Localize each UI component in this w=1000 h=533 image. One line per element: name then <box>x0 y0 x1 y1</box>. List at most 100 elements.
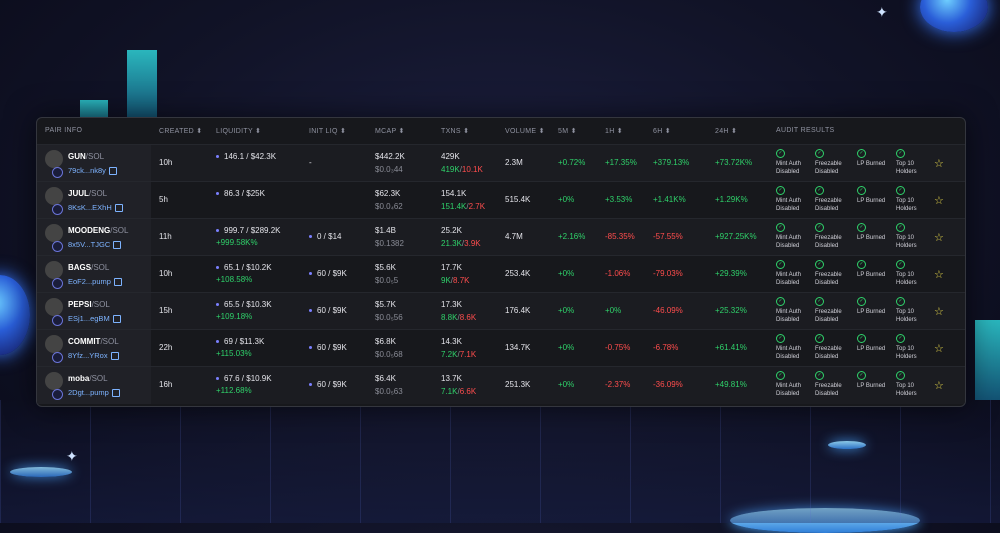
liquidity-value: 65.5 / $10.3K <box>216 300 272 309</box>
copy-icon[interactable] <box>111 389 120 398</box>
table-row[interactable]: GUN/SOL 79ck...nk8y 10h 146.1 / $42.3K -… <box>37 144 965 182</box>
check-icon: ✓ <box>815 334 824 343</box>
buys-sells: 7.2K/7.1K <box>441 350 477 359</box>
change-24h: +73.72K% <box>715 158 753 167</box>
star-icon[interactable]: ☆ <box>934 306 944 318</box>
pair-address[interactable]: ESj1...egBM <box>68 314 121 324</box>
col-mcap[interactable]: MCAP ⬍ <box>375 128 405 135</box>
token-price: $0.1382 <box>375 239 404 248</box>
star-icon[interactable]: ☆ <box>934 380 944 392</box>
copy-icon[interactable] <box>114 204 123 213</box>
pair-name[interactable]: MOODENG/SOL <box>68 226 129 235</box>
copy-icon[interactable] <box>113 278 122 287</box>
pair-name[interactable]: JUUL/SOL <box>68 189 108 198</box>
coin-icon <box>920 0 988 32</box>
col-txns[interactable]: TXNS ⬍ <box>441 128 470 135</box>
avatar <box>45 298 63 316</box>
init-liq-value: - <box>309 158 312 167</box>
change-5m: +2.16% <box>558 232 586 241</box>
pair-info-cell: PEPSI/SOL ESj1...egBM <box>37 293 151 330</box>
volume-value: 2.3M <box>505 158 523 167</box>
star-icon[interactable]: ☆ <box>934 269 944 281</box>
token-price: $0.0₅68 <box>375 350 403 359</box>
col-6h[interactable]: 6H ⬍ <box>653 128 671 135</box>
check-icon: ✓ <box>815 223 824 232</box>
check-icon: ✓ <box>776 186 785 195</box>
change-6h: -36.09% <box>653 380 683 389</box>
pair-address[interactable]: EoF2...pump <box>68 277 122 287</box>
col-24h[interactable]: 24H ⬍ <box>715 128 738 135</box>
liquidity-change: +112.68% <box>216 386 252 395</box>
table-row[interactable]: JUUL/SOL 8KsK...EXhH 5h 86.3 / $25K $62.… <box>37 181 965 219</box>
pair-name[interactable]: moba/SOL <box>68 374 108 383</box>
pair-address[interactable]: 8x5V...TJGC <box>68 240 122 250</box>
avatar <box>45 224 63 242</box>
mcap-value: $5.6K <box>375 263 396 272</box>
change-1h: -85.35% <box>605 232 635 241</box>
star-icon[interactable]: ☆ <box>934 195 944 207</box>
created-value: 15h <box>159 306 173 315</box>
pair-info-cell: JUUL/SOL 8KsK...EXhH <box>37 182 151 219</box>
col-volume[interactable]: VOLUME ⬍ <box>505 128 545 135</box>
init-liq-value: 60 / $9K <box>309 380 347 389</box>
audit-mint-auth: ✓ Mint Auth Disabled <box>776 334 802 360</box>
copy-icon[interactable] <box>108 167 117 176</box>
mcap-value: $1.4B <box>375 226 396 235</box>
check-icon: ✓ <box>896 371 905 380</box>
init-liq-value: 0 / $14 <box>309 232 341 241</box>
pair-name[interactable]: GUN/SOL <box>68 152 105 161</box>
coin-icon <box>10 467 72 477</box>
check-icon: ✓ <box>815 149 824 158</box>
star-icon[interactable]: ☆ <box>934 158 944 170</box>
change-1h: -2.37% <box>605 380 631 389</box>
star-icon[interactable]: ☆ <box>934 343 944 355</box>
col-5m[interactable]: 5M ⬍ <box>558 128 577 135</box>
pair-name[interactable]: BAGS/SOL <box>68 263 110 272</box>
pair-address[interactable]: 8Yfz...YRox <box>68 351 119 361</box>
check-icon: ✓ <box>896 149 905 158</box>
check-icon: ✓ <box>857 186 866 195</box>
created-value: 16h <box>159 380 173 389</box>
change-1h: +0% <box>605 306 622 315</box>
table-row[interactable]: BAGS/SOL EoF2...pump 10h 65.1 / $10.2K +… <box>37 255 965 293</box>
avatar <box>45 372 63 390</box>
mcap-value: $6.8K <box>375 337 396 346</box>
col-liquidity[interactable]: LIQUIDITY ⬍ <box>216 128 262 135</box>
check-icon: ✓ <box>857 371 866 380</box>
pair-name[interactable]: PEPSI/SOL <box>68 300 110 309</box>
pair-address[interactable]: 2Dgt...pump <box>68 388 120 398</box>
col-pair-info[interactable]: PAIR INFO <box>45 127 83 134</box>
pair-address[interactable]: 79ck...nk8y <box>68 166 117 176</box>
chain-icon <box>52 389 63 400</box>
col-1h[interactable]: 1H ⬍ <box>605 128 623 135</box>
pair-name[interactable]: COMMIT/SOL <box>68 337 119 346</box>
audit-top10-holders: ✓ Top 10 Holders <box>896 334 917 360</box>
liquidity-change: +115.03% <box>216 349 252 358</box>
table-row[interactable]: PEPSI/SOL ESj1...egBM 15h 65.5 / $10.3K … <box>37 292 965 330</box>
copy-icon[interactable] <box>110 352 119 361</box>
star-icon[interactable]: ☆ <box>934 232 944 244</box>
mcap-value: $5.7K <box>375 300 396 309</box>
audit-top10-holders: ✓ Top 10 Holders <box>896 186 917 212</box>
volume-value: 515.4K <box>505 195 531 204</box>
table-row[interactable]: COMMIT/SOL 8Yfz...YRox 22h 69 / $11.3K +… <box>37 329 965 367</box>
audit-lp-burned: ✓ LP Burned <box>857 371 886 389</box>
txns-value: 17.3K <box>441 300 462 309</box>
col-init-liq[interactable]: INIT LIQ ⬍ <box>309 128 347 135</box>
change-1h: +3.53% <box>605 195 633 204</box>
pair-info-cell: MOODENG/SOL 8x5V...TJGC <box>37 219 151 256</box>
table-row[interactable]: moba/SOL 2Dgt...pump 16h 67.6 / $10.9K +… <box>37 366 965 404</box>
chain-icon <box>52 241 63 252</box>
table-row[interactable]: MOODENG/SOL 8x5V...TJGC 11h 999.7 / $289… <box>37 218 965 256</box>
col-created[interactable]: CREATED ⬍ <box>159 128 203 135</box>
copy-icon[interactable] <box>113 241 122 250</box>
check-icon: ✓ <box>896 186 905 195</box>
liquidity-value: 65.1 / $10.2K <box>216 263 272 272</box>
background-bar <box>127 50 157 120</box>
audit-lp-burned: ✓ LP Burned <box>857 297 886 315</box>
buys-sells: 9K/8.7K <box>441 276 470 285</box>
copy-icon[interactable] <box>112 315 121 324</box>
pair-address[interactable]: 8KsK...EXhH <box>68 203 123 213</box>
audit-freezable: ✓ Freezable Disabled <box>815 223 842 249</box>
liquidity-value: 69 / $11.3K <box>216 337 264 346</box>
